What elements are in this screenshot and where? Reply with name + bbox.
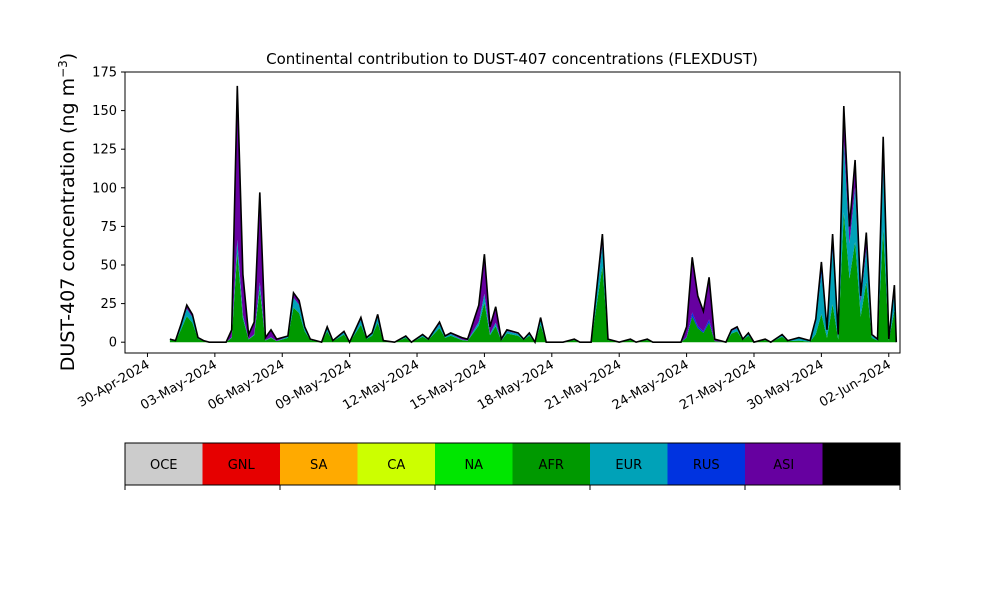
legend-label-gnl: GNL <box>228 458 256 473</box>
fill-eur <box>169 141 897 343</box>
legend-swatch-sa <box>280 443 358 485</box>
legend-label-sa: SA <box>310 458 327 473</box>
total-concentration-line <box>169 85 898 345</box>
legend-swatch-afr <box>512 443 590 485</box>
y-tick-label: 0 <box>109 336 117 351</box>
fill-asi <box>169 85 897 343</box>
legend-label-ca: CA <box>387 458 405 473</box>
y-tick-label: 175 <box>92 66 117 81</box>
legend-frame <box>124 442 901 486</box>
legend-swatch-rus <box>667 443 745 485</box>
legend-label-afr: AFR <box>539 458 564 473</box>
y-tick-label: 50 <box>100 258 117 273</box>
y-tick-label: 100 <box>92 181 117 196</box>
legend-label-asi: ASI <box>773 458 794 473</box>
y-tick-label: 25 <box>100 297 117 312</box>
legend-swatch-ca <box>357 443 435 485</box>
chart-title: Continental contribution to DUST-407 con… <box>266 50 758 68</box>
y-tick-label: 150 <box>92 104 117 119</box>
y-tick-label: 125 <box>92 143 117 158</box>
x-tick-label: 02-Jun-2024 <box>817 357 894 410</box>
legend-swatch-na <box>435 443 513 485</box>
y-axis: 0 25 50 75 100 125 150 175 <box>92 66 125 351</box>
legend-label-eur: EUR <box>615 458 642 473</box>
plot-frame <box>124 71 901 354</box>
legend-label-oce: OCE <box>150 458 178 473</box>
fill-rus <box>169 141 897 343</box>
y-tick-label: 75 <box>100 220 117 235</box>
stacked-fills <box>169 85 897 343</box>
legend-label-na: NA <box>464 458 483 473</box>
legend-label-aus: AUS <box>848 458 875 473</box>
plot-area <box>124 71 901 354</box>
legend-swatch-aus <box>822 443 900 485</box>
legend-swatch-gnl <box>202 443 280 485</box>
region-legend: OCE GNL SA CA NA AFR EUR RUS ASI AUS <box>124 442 901 490</box>
y-axis-label: DUST-407 concentration (ng m−3) <box>56 53 79 371</box>
legend-label-rus: RUS <box>693 458 720 473</box>
x-tick-label: 30-May-2024 <box>745 357 827 413</box>
x-axis: 30-Apr-202403-May-202406-May-202409-May-… <box>75 353 894 413</box>
legend-swatch-eur <box>590 443 668 485</box>
legend-swatch-oce <box>125 443 203 485</box>
fill-afr <box>169 212 897 343</box>
legend-swatch-asi <box>745 443 823 485</box>
